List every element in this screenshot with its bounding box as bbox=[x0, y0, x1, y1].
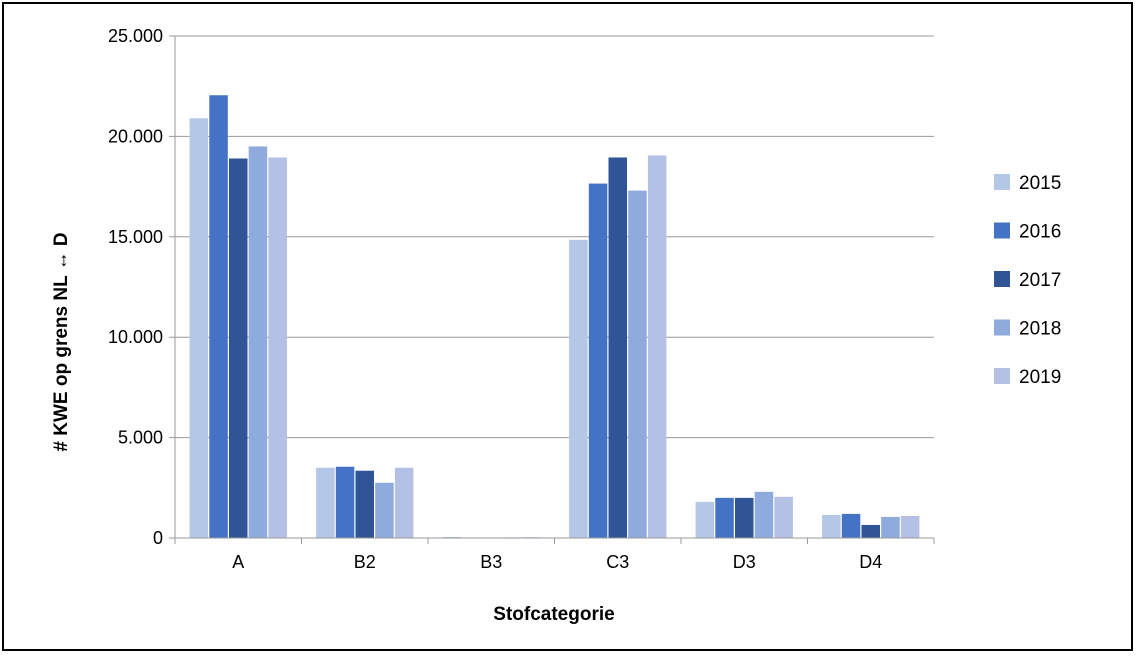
bar-B2-2016 bbox=[335, 466, 355, 538]
x-tick-label: B3 bbox=[480, 552, 502, 572]
bar-A-2017 bbox=[229, 158, 248, 538]
x-tick-label: D3 bbox=[733, 552, 756, 572]
legend-label: 2015 bbox=[1019, 173, 1061, 194]
bar-D4-2016 bbox=[841, 513, 861, 538]
y-tick-labels: 0 5.000 10.000 15.000 20.000 25.000 bbox=[108, 26, 163, 548]
y-tick-label: 20.000 bbox=[108, 126, 163, 146]
x-tick-labels: A B2 B3 C3 D3 D4 bbox=[232, 552, 882, 572]
bar-D3-2017 bbox=[735, 497, 754, 538]
bar-A-2018 bbox=[248, 146, 268, 538]
bar-D4-2018 bbox=[881, 516, 900, 538]
bar-B2-2017 bbox=[355, 470, 374, 538]
y-tick-label: 15.000 bbox=[108, 227, 163, 247]
bar-D3-2018 bbox=[754, 491, 774, 538]
legend-swatch bbox=[994, 222, 1010, 239]
legend: 2015 2016 2017 2018 2019 bbox=[994, 173, 1061, 388]
bar-D4-2015 bbox=[822, 514, 841, 538]
y-axis-title: # KWE op grens NL ↔ D bbox=[51, 232, 72, 451]
bar-D4-2019 bbox=[900, 515, 920, 538]
x-axis-title: Stofcategorie bbox=[493, 604, 614, 625]
legend-label: 2017 bbox=[1019, 270, 1061, 291]
legend-label: 2019 bbox=[1019, 367, 1061, 388]
bar-B2-2019 bbox=[394, 467, 414, 538]
y-tick-label: 0 bbox=[153, 528, 163, 548]
y-tick-label: 25.000 bbox=[108, 26, 163, 46]
y-tick-label: 10.000 bbox=[108, 327, 163, 347]
x-tick-label: B2 bbox=[354, 552, 376, 572]
bar-D3-2016 bbox=[715, 497, 734, 538]
legend-swatch bbox=[994, 319, 1010, 336]
bar-D3-2015 bbox=[695, 501, 715, 538]
x-tick-label: C3 bbox=[606, 552, 629, 572]
bar-B3-2015 bbox=[442, 536, 462, 538]
bar-D3-2019 bbox=[774, 496, 793, 538]
bar-C3-2019 bbox=[647, 155, 667, 538]
bar-C3-2016 bbox=[588, 183, 608, 538]
bar-C3-2018 bbox=[628, 190, 647, 538]
bar-D4-2017 bbox=[861, 524, 880, 538]
legend-label: 2018 bbox=[1019, 319, 1061, 340]
gridlines bbox=[169, 35, 934, 539]
y-tick-label: 5.000 bbox=[118, 428, 163, 448]
bar-B2-2015 bbox=[316, 467, 335, 538]
axes bbox=[174, 36, 935, 544]
bar-A-2019 bbox=[268, 157, 287, 538]
legend-swatch bbox=[994, 271, 1010, 287]
x-tick-label: A bbox=[232, 552, 244, 572]
legend-swatch bbox=[994, 368, 1010, 384]
bar-B2-2018 bbox=[375, 482, 394, 538]
x-tick-label: D4 bbox=[859, 552, 882, 572]
legend-swatch bbox=[994, 174, 1010, 190]
bar-C3-2017 bbox=[608, 157, 627, 538]
bar-A-2016 bbox=[209, 95, 228, 539]
bar-C3-2015 bbox=[569, 239, 588, 538]
bar-A-2015 bbox=[189, 118, 209, 538]
legend-label: 2016 bbox=[1019, 222, 1061, 243]
bars bbox=[189, 95, 920, 539]
